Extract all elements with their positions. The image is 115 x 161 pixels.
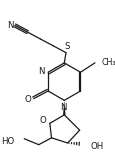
Text: HO: HO (1, 137, 14, 146)
Text: O: O (24, 95, 31, 104)
Polygon shape (62, 100, 65, 115)
Text: N: N (38, 67, 44, 76)
Text: OH: OH (90, 142, 103, 151)
Text: S: S (64, 42, 69, 51)
Text: N: N (7, 21, 14, 30)
Text: N: N (60, 103, 66, 112)
Text: CH₃: CH₃ (101, 57, 115, 66)
Text: O: O (39, 116, 46, 125)
